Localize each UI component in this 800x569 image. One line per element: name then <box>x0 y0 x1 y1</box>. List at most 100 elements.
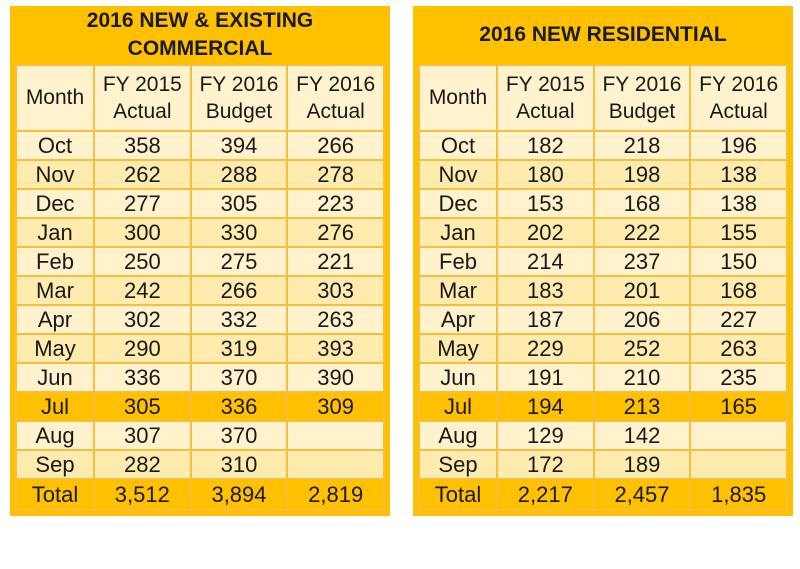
value-cell: 282 <box>93 449 192 480</box>
highlight-row: Jul 194 213 165 <box>418 391 788 422</box>
value-cell: 370 <box>189 420 289 451</box>
value-cell: 182 <box>496 130 595 161</box>
column-header-line1: FY 2016 <box>602 72 682 96</box>
value-cell: 358 <box>93 130 192 161</box>
value-cell: 183 <box>496 275 595 306</box>
value-cell: 242 <box>93 275 192 306</box>
value-cell: 278 <box>286 159 385 190</box>
value-cell: 262 <box>93 159 192 190</box>
table-row: Dec 153 168 138 <box>418 188 788 219</box>
total-row: Total 3,512 3,894 2,819 <box>15 478 385 511</box>
month-cell: Jan <box>15 217 95 248</box>
table-row: Apr 187 206 227 <box>418 304 788 335</box>
column-header-line2: Actual <box>306 100 365 123</box>
commercial-table: 2016 NEW & EXISTING COMMERCIAL Month FY … <box>10 6 390 516</box>
value-cell: 138 <box>689 159 788 190</box>
column-header-fy2016-actual: FY 2016 Actual <box>689 64 788 132</box>
table-row: Sep 282 310 <box>15 449 385 480</box>
value-cell: 319 <box>189 333 289 364</box>
value-cell: 1,835 <box>689 478 788 511</box>
value-cell: 180 <box>496 159 595 190</box>
month-cell: Oct <box>418 130 498 161</box>
highlight-row: Jul 305 336 309 <box>15 391 385 422</box>
value-cell: 2,217 <box>496 478 595 511</box>
column-header-line1: FY 2015 <box>505 72 585 96</box>
value-cell: 213 <box>592 391 692 422</box>
column-header-line1: FY 2016 <box>199 72 279 96</box>
total-row: Total 2,217 2,457 1,835 <box>418 478 788 511</box>
table-row: May 290 319 393 <box>15 333 385 364</box>
value-cell: 237 <box>592 246 692 277</box>
column-header-fy2016-actual: FY 2016 Actual <box>286 64 385 132</box>
month-cell: Jun <box>418 362 498 393</box>
value-cell <box>286 449 385 480</box>
value-cell: 223 <box>286 188 385 219</box>
value-cell: 221 <box>286 246 385 277</box>
residential-data-table: Month FY 2015 Actual FY 2016 Budget FY 2… <box>418 64 788 511</box>
value-cell: 229 <box>496 333 595 364</box>
column-header-line2: Budget <box>608 100 676 123</box>
value-cell: 138 <box>689 188 788 219</box>
column-header-line1: FY 2016 <box>699 72 779 96</box>
month-cell: Apr <box>15 304 95 335</box>
value-cell: 288 <box>189 159 289 190</box>
table-row: Aug 129 142 <box>418 420 788 451</box>
table-row: Apr 302 332 263 <box>15 304 385 335</box>
value-cell: 263 <box>689 333 788 364</box>
value-cell: 198 <box>592 159 692 190</box>
value-cell: 227 <box>689 304 788 335</box>
residential-table-title: 2016 NEW RESIDENTIAL <box>479 22 727 46</box>
value-cell: 336 <box>93 362 192 393</box>
value-cell: 290 <box>93 333 192 364</box>
commercial-table-title: 2016 NEW & EXISTING COMMERCIAL <box>86 8 314 60</box>
month-cell: Feb <box>15 246 95 277</box>
value-cell: 194 <box>496 391 595 422</box>
column-header-month: Month <box>15 64 95 132</box>
value-cell <box>689 420 788 451</box>
value-cell: 307 <box>93 420 192 451</box>
value-cell: 276 <box>286 217 385 248</box>
value-cell: 218 <box>592 130 692 161</box>
value-cell: 393 <box>286 333 385 364</box>
column-header-line2: Budget <box>205 100 273 123</box>
table-row: Oct 182 218 196 <box>418 130 788 161</box>
commercial-data-table: Month FY 2015 Actual FY 2016 Budget FY 2… <box>15 64 385 511</box>
table-row: Nov 180 198 138 <box>418 159 788 190</box>
month-cell: Dec <box>418 188 498 219</box>
column-header-line2: Actual <box>516 100 575 123</box>
value-cell: 250 <box>93 246 192 277</box>
month-cell: Total <box>418 478 498 511</box>
month-cell: Aug <box>15 420 95 451</box>
value-cell: 370 <box>189 362 289 393</box>
value-cell: 150 <box>689 246 788 277</box>
month-cell: Apr <box>418 304 498 335</box>
column-header-fy2016-budget: FY 2016 Budget <box>189 64 289 132</box>
month-cell: Feb <box>418 246 498 277</box>
month-cell: Jul <box>418 391 498 422</box>
table-row: Aug 307 370 <box>15 420 385 451</box>
value-cell: 168 <box>689 275 788 306</box>
report-canvas: 2016 NEW & EXISTING COMMERCIAL Month FY … <box>10 6 793 516</box>
table-row: Oct 358 394 266 <box>15 130 385 161</box>
table-row: Mar 183 201 168 <box>418 275 788 306</box>
value-cell: 222 <box>592 217 692 248</box>
month-cell: Sep <box>15 449 95 480</box>
residential-table: 2016 NEW RESIDENTIAL Month FY 2015 Actua… <box>413 6 793 516</box>
table-row: Mar 242 266 303 <box>15 275 385 306</box>
value-cell: 172 <box>496 449 595 480</box>
table-row: Jan 300 330 276 <box>15 217 385 248</box>
table-row: Jan 202 222 155 <box>418 217 788 248</box>
value-cell: 165 <box>689 391 788 422</box>
value-cell: 309 <box>286 391 385 422</box>
month-cell: Total <box>15 478 95 511</box>
value-cell: 332 <box>189 304 289 335</box>
value-cell: 303 <box>286 275 385 306</box>
value-cell: 214 <box>496 246 595 277</box>
value-cell: 206 <box>592 304 692 335</box>
value-cell: 189 <box>592 449 692 480</box>
month-cell: Dec <box>15 188 95 219</box>
value-cell: 266 <box>189 275 289 306</box>
value-cell: 201 <box>592 275 692 306</box>
value-cell: 235 <box>689 362 788 393</box>
column-header-month: Month <box>418 64 498 132</box>
